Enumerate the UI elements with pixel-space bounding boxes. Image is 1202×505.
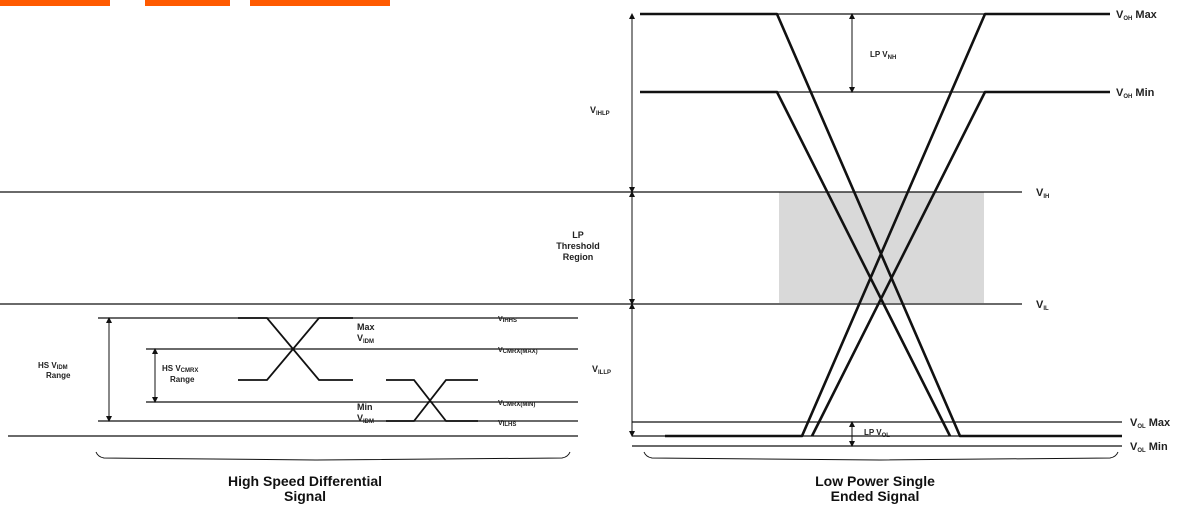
vih-label: VIH bbox=[1036, 187, 1049, 200]
reference-lines bbox=[0, 13, 1122, 447]
vil-label: VIL bbox=[1036, 299, 1049, 312]
vol-min-label: VOL Min bbox=[1130, 441, 1168, 454]
max-vidm-label-line1: Max bbox=[357, 322, 375, 332]
lp-threshold-label-line2: Threshold bbox=[556, 241, 600, 251]
hs-vidm-range-label-line1: HS VIDM bbox=[38, 361, 68, 371]
high-speed-caption-line1: High Speed Differential bbox=[227, 473, 383, 489]
lp-threshold-label-line1: LP bbox=[572, 230, 584, 240]
header-accent-bar-3 bbox=[250, 0, 390, 6]
lp-falling-edge-min bbox=[640, 90, 952, 437]
dimension-arrows bbox=[106, 13, 855, 447]
left-bracket bbox=[95, 451, 571, 461]
hs-signal-traces bbox=[238, 317, 478, 422]
hs-vcmrx-range-label-line1: HS VCMRX bbox=[162, 364, 198, 374]
lp-vnh-label: LP VNH bbox=[870, 50, 896, 61]
lp-threshold-label-line3: Region bbox=[563, 252, 594, 262]
hs-small-eye-falling bbox=[386, 379, 478, 422]
hs-large-eye-rising bbox=[238, 317, 353, 381]
min-vidm-label-line2: VIDM bbox=[357, 413, 374, 425]
header-accent-bar-1 bbox=[0, 0, 110, 6]
vilhs-label: VILHS bbox=[498, 420, 516, 428]
vcmrx-max-label: VCMRX(MAX) bbox=[498, 347, 538, 355]
high-speed-caption-line2: Signal bbox=[283, 488, 326, 504]
hs-small-eye-rising bbox=[386, 379, 478, 422]
low-power-caption: Low Power Single Ended Signal bbox=[760, 474, 990, 504]
vol-max-label: VOL Max bbox=[1130, 417, 1171, 430]
lp-vnl-label: LP VOL bbox=[864, 428, 890, 439]
high-speed-caption: High Speed Differential Signal bbox=[190, 474, 420, 504]
vcmrx-min-label: VCMRX(MIN) bbox=[498, 400, 535, 408]
lp-rising-edge-min bbox=[810, 90, 1110, 437]
vilp-label: VILLP bbox=[592, 364, 611, 376]
voh-max-label: VOH Max bbox=[1116, 9, 1158, 22]
hs-vcmrx-range-label-line2: Range bbox=[170, 375, 195, 384]
hs-vidm-range-label-line2: Range bbox=[46, 371, 71, 380]
header-accent-bar-2 bbox=[145, 0, 230, 6]
lp-threshold-region-shading bbox=[779, 192, 984, 303]
vihlp-label: VIHLP bbox=[590, 105, 610, 117]
low-power-caption-line2: Ended Signal bbox=[830, 488, 920, 504]
low-power-caption-line1: Low Power Single bbox=[815, 473, 935, 489]
lp-falling-edge-max bbox=[640, 12, 1122, 438]
max-vidm-label-line2: VIDM bbox=[357, 333, 374, 345]
right-bracket bbox=[643, 451, 1119, 461]
lp-rising-edge-max bbox=[665, 12, 1110, 438]
vihhs-label: VIHHS bbox=[498, 316, 517, 324]
voh-min-label: VOH Min bbox=[1116, 87, 1155, 100]
lp-signal-traces bbox=[640, 12, 1122, 438]
caption-brackets bbox=[95, 451, 1119, 461]
min-vidm-label-line1: Min bbox=[357, 402, 373, 412]
